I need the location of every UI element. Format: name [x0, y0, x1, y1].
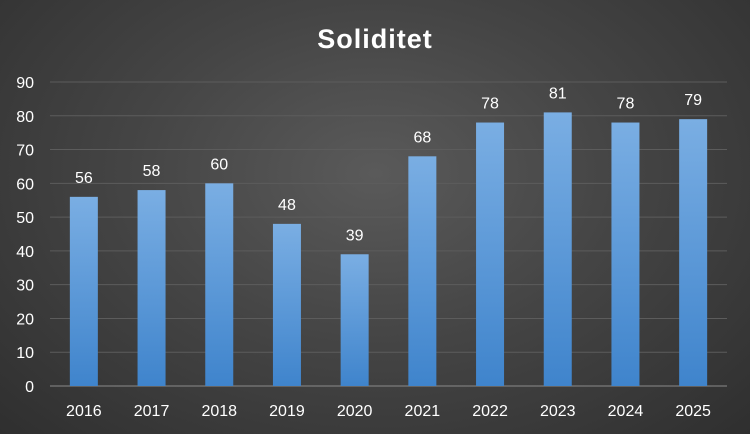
bar-2022 — [476, 122, 505, 387]
y-tick-label: 90 — [16, 75, 34, 92]
data-label-2017: 58 — [143, 163, 161, 180]
x-tick-label-2020: 2020 — [337, 403, 373, 420]
y-tick-label: 10 — [16, 345, 34, 362]
bar-2021 — [408, 156, 437, 386]
y-axis-ticks: 0 10 20 30 40 50 60 70 80 90 — [16, 75, 34, 396]
chart-title: Soliditet — [317, 24, 433, 54]
y-tick-label: 0 — [25, 379, 34, 396]
x-tick-label-2021: 2021 — [405, 403, 441, 420]
bar-2025 — [679, 119, 708, 387]
x-tick-label-2022: 2022 — [472, 403, 508, 420]
data-label-2016: 56 — [75, 170, 93, 187]
bar-2024 — [611, 122, 640, 387]
x-tick-label-2019: 2019 — [269, 403, 305, 420]
x-tick-label-2016: 2016 — [66, 403, 102, 420]
bar-2023 — [543, 112, 572, 387]
y-tick-label: 40 — [16, 244, 34, 261]
data-label-2019: 48 — [278, 197, 296, 214]
x-axis-ticks: 2016 2017 2018 2019 2020 2021 2022 2023 2024 2025 — [66, 403, 711, 420]
data-label-2023: 81 — [549, 85, 567, 102]
y-tick-label: 50 — [16, 210, 34, 227]
data-label-2022: 78 — [481, 96, 499, 113]
x-tick-label-2018: 2018 — [201, 403, 237, 420]
x-tick-label-2024: 2024 — [608, 403, 644, 420]
bar-2017 — [137, 190, 166, 386]
bar-2020 — [340, 254, 369, 386]
data-label-2020: 39 — [346, 227, 364, 244]
data-label-2024: 78 — [617, 96, 635, 113]
bar-2018 — [205, 183, 234, 386]
bars — [69, 112, 708, 387]
x-tick-label-2023: 2023 — [540, 403, 576, 420]
x-tick-label-2025: 2025 — [675, 403, 711, 420]
y-tick-label: 30 — [16, 278, 34, 295]
x-tick-label-2017: 2017 — [134, 403, 170, 420]
y-tick-label: 20 — [16, 311, 34, 328]
y-tick-label: 80 — [16, 109, 34, 126]
data-label-2021: 68 — [413, 129, 431, 146]
y-tick-label: 70 — [16, 143, 34, 160]
bar-2016 — [69, 196, 98, 386]
data-label-2025: 79 — [684, 92, 702, 109]
y-tick-label: 60 — [16, 176, 34, 193]
data-label-2018: 60 — [210, 156, 228, 173]
bar-2019 — [272, 223, 301, 386]
data-labels: 56 58 60 48 39 68 78 81 78 79 — [75, 85, 702, 244]
